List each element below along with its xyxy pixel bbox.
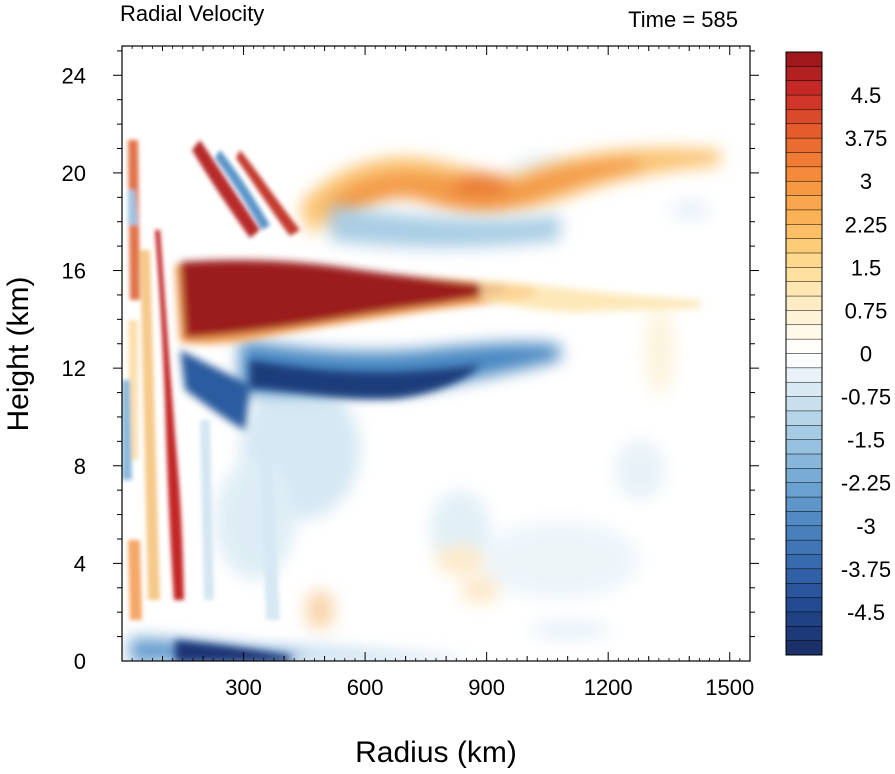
colorbar-swatch: [786, 166, 822, 182]
colorbar-swatch: [786, 339, 822, 354]
colorbar-swatch: [786, 468, 822, 484]
colorbar-swatch: [786, 568, 822, 584]
colorbar-swatch: [786, 324, 822, 340]
x-tick-label: 600: [347, 675, 384, 700]
y-tick-label: 12: [62, 356, 86, 381]
heatmap-eyewall-streaks: [122, 140, 300, 620]
y-tick-label: 0: [74, 649, 86, 674]
heatmap-inflow-core: [175, 350, 480, 661]
colorbar-tick-label: -1.5: [847, 428, 885, 453]
y-tick-label: 8: [74, 454, 86, 479]
colorbar-swatch: [786, 626, 822, 641]
y-tick-label: 24: [62, 63, 86, 88]
x-axis-label: Radius (km): [355, 736, 517, 769]
colorbar-tick-label: 1.5: [851, 255, 882, 280]
colorbar-swatch: [786, 195, 822, 211]
colorbar-swatch: [786, 66, 822, 82]
colorbar-swatch: [786, 396, 822, 412]
colorbar-swatch: [786, 583, 822, 598]
colorbar: 4.5 3.75 3 2.25 1.5 0.75 0 -0.75 -1.5 -2.25 -3 -3.7…: [785, 51, 891, 656]
colorbar-swatch: [786, 52, 822, 67]
heatmap-background-features: [215, 155, 710, 640]
colorbar-swatch: [786, 253, 822, 268]
colorbar-swatch: [786, 209, 822, 225]
colorbar-swatch: [786, 138, 822, 153]
colorbar-swatch: [786, 482, 822, 498]
colorbar-swatch: [786, 152, 822, 168]
heatmap-outflow-jet: [175, 260, 700, 345]
colorbar-frame: [785, 51, 823, 656]
x-tick-label: 1500: [705, 675, 754, 700]
colorbar-tick-label: -0.75: [841, 385, 891, 410]
colorbar-swatch: [786, 296, 822, 311]
colorbar-tick-label: -2.25: [841, 471, 891, 496]
colorbar-swatch: [786, 353, 822, 369]
colorbar-tick-label: 0.75: [845, 298, 888, 323]
colorbar-tick-label: -4.5: [847, 600, 885, 625]
colorbar-swatch: [786, 109, 822, 125]
colorbar-swatch: [786, 281, 822, 297]
colorbar-tick-label: 0: [860, 342, 872, 367]
colorbar-swatch: [786, 425, 822, 440]
colorbar-swatch: [786, 511, 822, 527]
colorbar-swatch: [786, 95, 822, 110]
colorbar-swatch: [786, 640, 822, 656]
colorbar-tick-label: 3.75: [845, 126, 888, 151]
colorbar-swatch: [786, 611, 822, 627]
plot-area: [121, 45, 751, 662]
y-tick-label: 20: [62, 161, 86, 186]
colorbar-swatch: [786, 525, 822, 541]
x-tick-label: 300: [225, 675, 262, 700]
colorbar-tick-label: -3.75: [841, 557, 891, 582]
colorbar-swatch: [786, 238, 822, 254]
y-axis-label: Height (km): [2, 276, 35, 431]
colorbar-swatch: [786, 554, 822, 570]
colorbar-swatch: [786, 454, 822, 469]
colorbar-swatch: [786, 224, 822, 239]
colorbar-swatch: [786, 410, 822, 426]
colorbar-swatch: [786, 123, 822, 139]
colorbar-swatch: [786, 310, 822, 326]
axes: 300 600 900 1200 1500 0 4 8 12 16 20 24: [62, 46, 759, 700]
heatmap-outflow-layer: [300, 148, 720, 235]
x-tick-label: 1200: [584, 675, 633, 700]
colorbar-swatch: [786, 181, 822, 196]
colorbar-swatch: [786, 382, 822, 397]
chart-title-left: Radial Velocity: [120, 1, 264, 26]
colorbar-swatch: [786, 439, 822, 455]
colorbar-swatch: [786, 597, 822, 613]
colorbar-tick-label: -3: [856, 514, 876, 539]
colorbar-swatch: [786, 540, 822, 555]
y-tick-label: 16: [62, 259, 86, 284]
colorbar-swatch: [786, 267, 822, 283]
y-tick-label: 4: [74, 551, 86, 576]
chart-title-right: Time = 585: [628, 7, 738, 32]
colorbar-tick-label: 4.5: [851, 83, 882, 108]
colorbar-tick-label: 2.25: [845, 212, 888, 237]
colorbar-swatch: [786, 367, 822, 383]
x-tick-label: 900: [468, 675, 505, 700]
colorbar-swatch: [786, 80, 822, 96]
colorbar-swatch: [786, 497, 822, 512]
colorbar-tick-label: 3: [860, 169, 872, 194]
